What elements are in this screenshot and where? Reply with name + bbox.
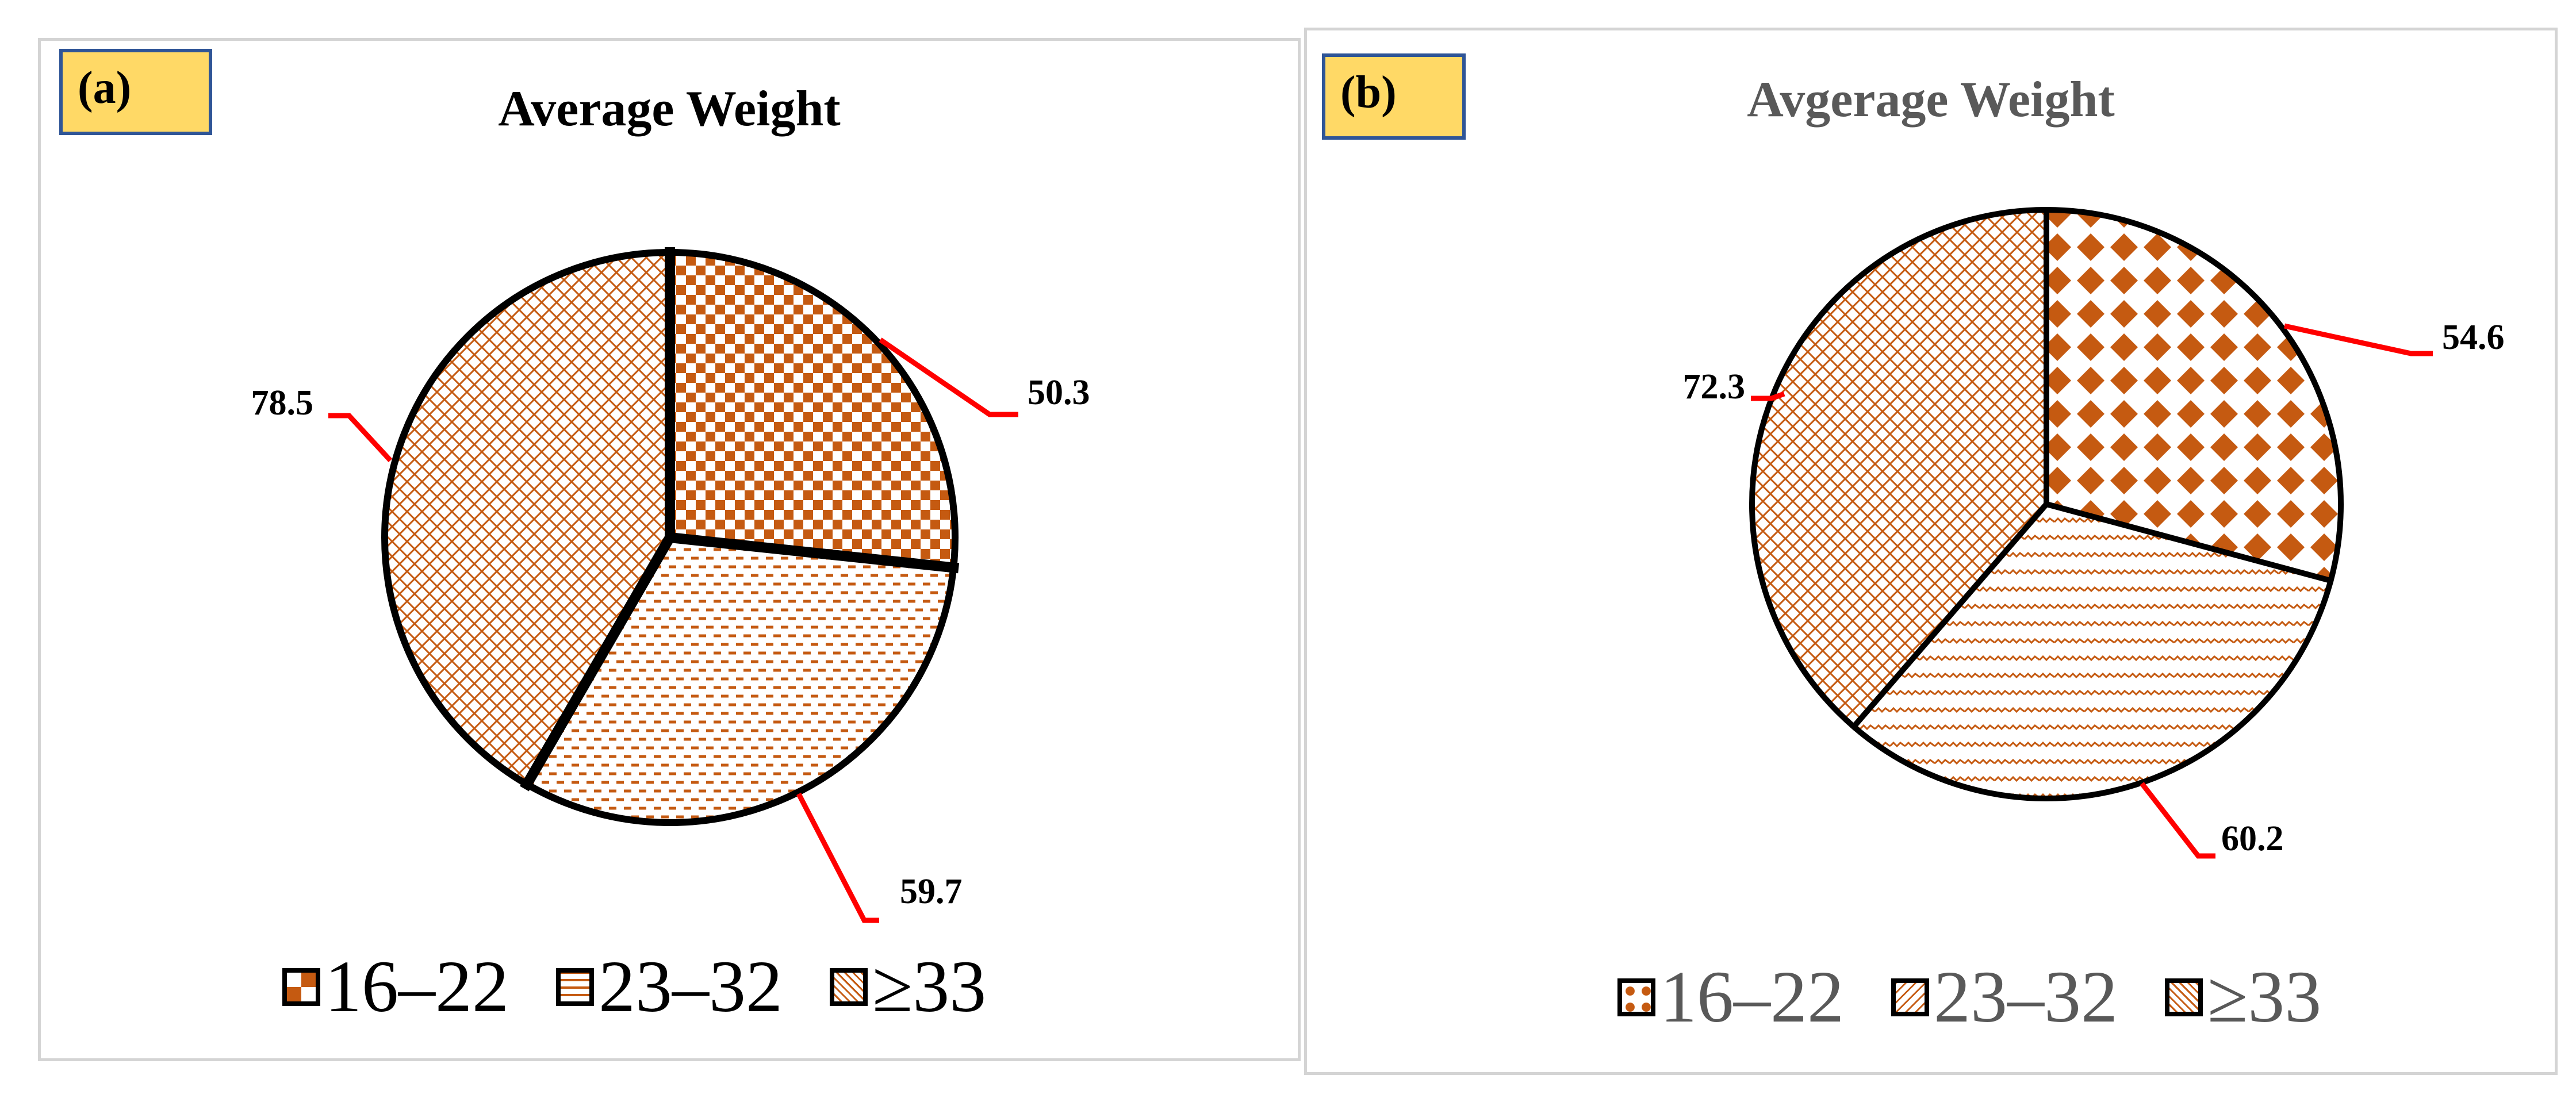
data-label: 50.3 — [1028, 373, 1090, 412]
pie-slice-16-22 — [2046, 210, 2341, 581]
legend-item-16-22: 16–22 — [282, 944, 509, 1029]
legend-swatch-23-32 — [556, 967, 594, 1006]
slice-separator — [1849, 500, 2051, 731]
data-label: 60.2 — [2221, 819, 2284, 858]
pie-chart-b: 54.6 60.2 72.3 — [1683, 207, 2505, 859]
panel-label-badge-a: (a) — [59, 49, 212, 135]
legend-item-33-plus: ≥33 — [830, 944, 986, 1029]
legend-swatch-33-plus — [2165, 978, 2203, 1016]
leader-line — [1751, 391, 1785, 401]
legend-swatch-23-32 — [1891, 978, 1929, 1016]
panel-label-badge-b: (b) — [1322, 53, 1466, 140]
leader-line — [2140, 782, 2215, 859]
pie-slice-16-22 — [670, 252, 955, 568]
data-label: 59.7 — [900, 872, 963, 911]
chart-title-a: Average Weight — [498, 81, 841, 137]
legend-label: 23–32 — [599, 946, 783, 1027]
chart-panel-b: (b) Avgerage Weight 54.6 60.2 72.3 16–22 2… — [1304, 28, 2558, 1075]
legend-b: 16–22 23–32 ≥33 — [1617, 955, 2368, 1039]
chart-title-b: Avgerage Weight — [1747, 72, 2115, 128]
leader-line — [879, 337, 1018, 417]
pie-chart-a: 50.3 59.7 78.5 — [251, 247, 1090, 923]
pie-outline — [1749, 207, 2344, 801]
leader-line — [328, 413, 393, 463]
data-label: 78.5 — [251, 383, 314, 423]
legend-swatch-33-plus — [830, 967, 868, 1006]
data-label: 54.6 — [2442, 318, 2505, 357]
legend-swatch-16-22 — [282, 967, 320, 1006]
pie-outline — [381, 249, 959, 826]
leader-line — [796, 792, 879, 923]
slice-separator — [664, 532, 960, 574]
slice-separator — [2042, 500, 2334, 585]
data-label: 72.3 — [1683, 367, 1746, 406]
legend-a: 16–22 23–32 ≥33 — [282, 944, 1033, 1029]
pie-slice-33 — [1752, 210, 2046, 727]
legend-label: 23–32 — [1934, 956, 2118, 1038]
legend-swatch-16-22 — [1617, 978, 1655, 1016]
legend-label: 16–22 — [1660, 956, 1844, 1038]
legend-label: ≥33 — [872, 946, 987, 1027]
leader-line — [2284, 323, 2433, 356]
legend-label: ≥33 — [2207, 956, 2322, 1038]
legend-item-23-32: 23–32 — [556, 944, 783, 1029]
legend-item-33-plus: ≥33 — [2165, 955, 2321, 1039]
legend-item-23-32: 23–32 — [1891, 955, 2118, 1039]
chart-panel-a: (a) Average Weight 50.3 59.7 78.5 16–22 — [38, 38, 1301, 1061]
slice-separator — [520, 530, 677, 792]
legend-item-16-22: 16–22 — [1617, 955, 1844, 1039]
pie-slice-23-32 — [1853, 504, 2331, 798]
legend-label: 16–22 — [325, 946, 509, 1027]
